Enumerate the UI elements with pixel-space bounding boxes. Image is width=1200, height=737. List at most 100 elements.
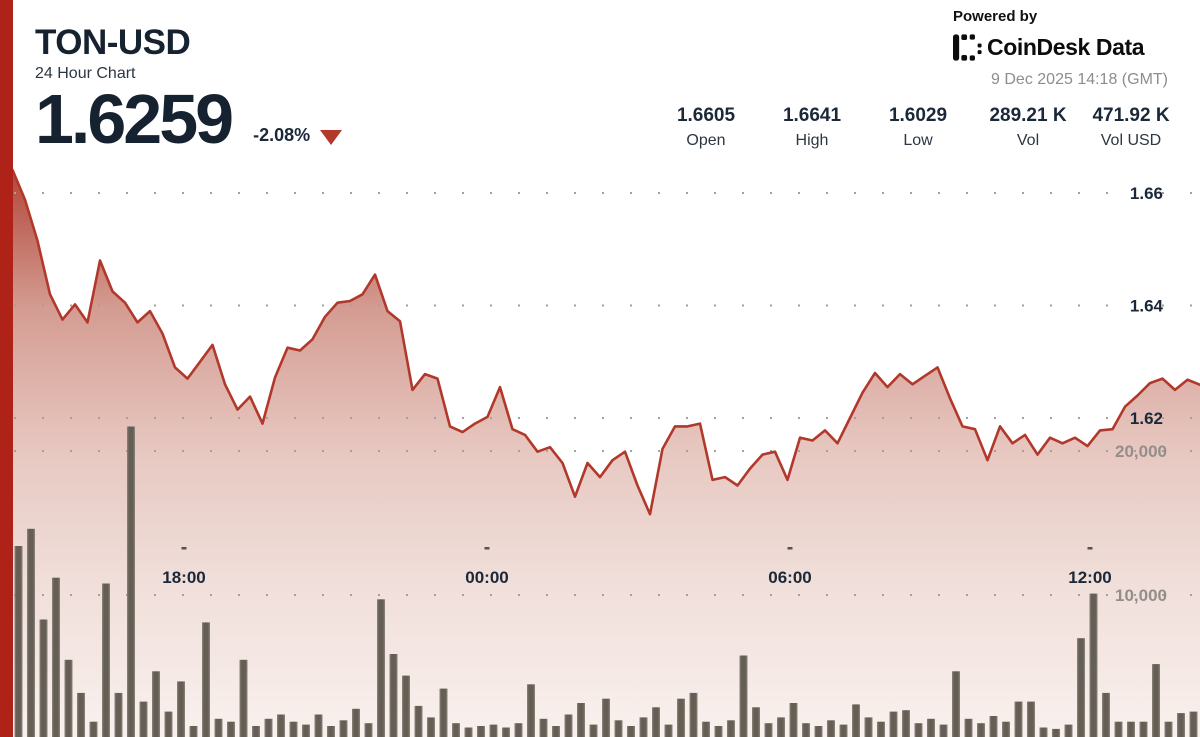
volume-bar [964,718,973,737]
volume-bar [239,659,248,737]
volume-bar [552,726,560,737]
volume-bar [64,659,73,737]
volume-bar [914,723,923,737]
volume-bar [439,688,448,737]
volume-bar [627,726,635,737]
stat-open-value: 1.6605 [676,105,736,126]
stat-low-value: 1.6029 [888,105,948,126]
volume-bar [777,717,785,737]
x-axis-time-label: 12:00 [1068,568,1111,587]
logo-text-data: Data [1095,34,1145,60]
volume-bar [164,711,173,737]
volume-bar [252,726,260,737]
y-axis-price-label: 1.62 [1130,409,1163,428]
coindesk-logo-text: CoinDesk Data [987,34,1145,61]
volume-bar [27,528,35,737]
volume-bar [277,714,285,737]
volume-bar [702,721,710,737]
volume-bar [1077,638,1085,737]
volume-bar [752,707,760,737]
volume-bar [114,692,123,737]
volume-bar [1089,593,1098,737]
volume-bar [602,698,610,737]
volume-bar [502,727,510,737]
stat-high-label: High [795,132,829,149]
volume-bar [414,705,423,737]
volume-bar [689,692,698,737]
volume-bar [464,727,473,737]
volume-bar [289,721,298,737]
volume-bar [314,714,323,737]
coindesk-logo[interactable]: CoinDesk Data [953,33,1168,62]
volume-bar [189,726,198,737]
stat-open: 1.6605 Open [677,105,735,150]
volume-bar [364,723,373,737]
volume-bar [377,599,385,737]
volume-bar [564,714,573,737]
volume-bar [302,724,310,737]
stat-low-label: Low [903,132,933,149]
volume-bar [939,724,948,737]
volume-bar [227,721,235,737]
volume-bar [789,703,798,737]
volume-bar [327,726,335,737]
volume-bar [139,701,148,737]
price-down-triangle-icon [320,130,343,145]
volume-bar [127,426,135,737]
y-axis-price-label: 1.66 [1130,184,1163,203]
stat-high-value: 1.6641 [782,105,842,126]
volume-bar [1164,721,1173,737]
volume-bar [852,704,860,737]
volume-bar [264,718,273,737]
price-change-percent: -2.08% [253,125,311,145]
volume-bar [1189,711,1198,737]
stat-vol-usd-label: Vol USD [1100,132,1162,149]
volume-bar [489,724,498,737]
stat-vol: 289.21 K Vol [989,105,1066,150]
volume-bar [664,724,673,737]
volume-bar [1039,727,1048,737]
price-line [0,168,1200,516]
branding-block: Powered by CoinDesk Data 9 Dec 2025 14:18… [953,8,1168,89]
price-row: 1.6259 -2.08% [35,84,343,154]
volume-bar [514,723,523,737]
x-tick-06:00 [787,547,793,550]
x-tick-12:00 [1087,547,1093,550]
x-tick-18:00 [181,547,187,550]
x-axis-time-label: 00:00 [465,568,508,587]
price-area-fill [0,169,1200,737]
stat-low: 1.6029 Low [889,105,947,150]
powered-by-label: Powered by [953,8,1038,25]
volume-bar [864,717,873,737]
volume-bar [927,718,935,737]
y-axis-volume-label: 20,000 [1115,442,1167,461]
volume-bar [52,577,60,737]
volume-bar [1052,728,1060,737]
x-tick-00:00 [484,547,490,550]
volume-bar [214,718,223,737]
volume-bar [1064,724,1073,737]
volume-bar [977,723,985,737]
volume-bar [952,671,960,737]
chart-plot-area[interactable] [0,165,1200,737]
volume-bar [202,622,210,737]
pair-title: TON-USD [35,23,191,62]
volume-bar [1139,721,1148,737]
volume-bar [814,726,823,737]
volume-bar [577,703,585,737]
volume-bar [639,717,648,737]
volume-bar [902,710,910,737]
logo-text-coindesk: CoinDesk [987,34,1090,60]
stat-vol-usd: 471.92 K Vol USD [1092,105,1169,150]
volume-bar [727,720,735,737]
volume-bar [827,720,835,737]
chart-header: TON-USD 24 Hour Chart [35,23,191,83]
stat-open-label: Open [686,132,726,149]
volume-bar [1027,701,1035,737]
volume-bar [352,708,360,737]
volume-bar [402,675,410,737]
stat-high: 1.6641 High [783,105,841,150]
volume-bar [1014,701,1023,737]
volume-bar [989,716,998,737]
